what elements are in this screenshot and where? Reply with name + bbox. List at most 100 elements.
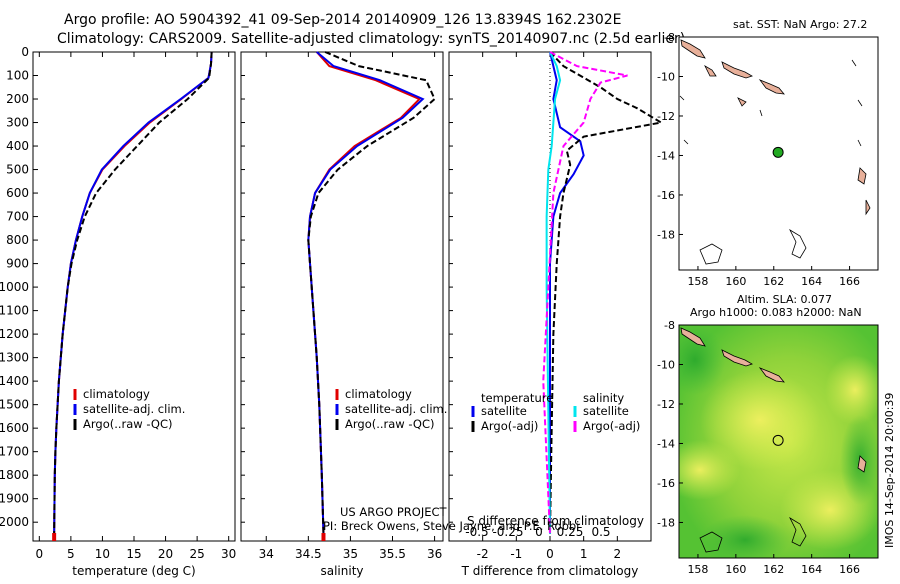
- map-x-tick-label: 162: [763, 275, 784, 288]
- x2-tick-label: -0.25: [492, 525, 523, 539]
- legend-label: Argo(-adj): [583, 419, 640, 433]
- x-tick-label-difference: 1: [580, 547, 588, 561]
- x-tick-label-temperature: 5: [67, 547, 75, 561]
- panel-difference: -2 -1 0 1 2-0.5 -0.25 0 0.25 0.5S difference fro…: [448, 51, 664, 578]
- legend-label: satellite: [481, 404, 527, 418]
- map-y-tick-label: -14: [657, 149, 675, 162]
- x-tick-label-difference: 2: [614, 547, 622, 561]
- y-tick-label: 0: [21, 45, 29, 59]
- y-tick-label: 1700: [0, 445, 29, 459]
- legend-label: Argo(..raw -QC): [83, 417, 173, 431]
- legend-label: satellite-adj. clim.: [345, 402, 447, 416]
- sst-map-title: sat. SST: NaN Argo: 27.2: [733, 18, 867, 31]
- legend-label: climatology: [345, 387, 412, 401]
- y-tick-label: 500: [6, 163, 29, 177]
- y-tick-label: 900: [6, 257, 29, 271]
- sla-map-contours: [699, 516, 807, 553]
- x-tick-label-difference: -2: [477, 547, 489, 561]
- y-tick-label: 300: [6, 116, 29, 130]
- map-y-tick-label: -18: [657, 228, 675, 241]
- series-line-difference-0: [549, 51, 585, 534]
- panel-salinity: 34 34.5 35 35.5 36 salinity climatologysatelli…: [240, 51, 447, 578]
- x-tick-label-salinity: 34.5: [295, 547, 322, 561]
- map-x-tick-label: 166: [839, 275, 860, 288]
- x-tick-label-temperature: 25: [189, 547, 204, 561]
- series-line-difference-2: [545, 51, 562, 534]
- y-tick-label: 800: [6, 233, 29, 247]
- x-tick-label-difference: 0: [546, 547, 554, 561]
- map-x-tick-label: 162: [763, 563, 784, 576]
- y-tick-label: 600: [6, 186, 29, 200]
- panel-frame-salinity: [240, 51, 444, 542]
- legend-label: satellite-adj. clim.: [83, 402, 185, 416]
- map-x-tick-label: 160: [725, 275, 746, 288]
- figure-title-line2: Climatology: CARS2009. Satellite-adjuste…: [57, 31, 685, 47]
- x-tick-label-temperature: 20: [158, 547, 173, 561]
- map-x-tick-label: 166: [839, 563, 860, 576]
- sla-map-title-1: Altim. SLA: 0.077: [737, 293, 832, 306]
- y-tick-label: 100: [6, 69, 29, 83]
- x-axis-top-label: S difference from climatology: [467, 514, 644, 528]
- x-tick-label-temperature: 30: [221, 547, 236, 561]
- x-axis-label-temperature: temperature (deg C): [72, 564, 195, 578]
- series-line-difference-1: [549, 51, 664, 534]
- x-tick-label-salinity: 35: [343, 547, 358, 561]
- map-x-tick-label: 164: [801, 563, 822, 576]
- legend-header-temperature: temperature: [481, 391, 553, 405]
- sla-map-field: [679, 325, 878, 558]
- x2-tick-label: 0: [535, 525, 543, 539]
- x-tick-label-salinity: 36: [427, 547, 442, 561]
- sla-map-frame: [678, 324, 879, 559]
- y-tick-label: 1400: [0, 374, 29, 388]
- map-y-tick-label: -16: [657, 477, 675, 490]
- argo-position-marker-sla: [772, 434, 784, 446]
- map-y-tick-label: -18: [657, 516, 675, 529]
- x-tick-label-salinity: 35.5: [379, 547, 406, 561]
- y-tick-label: 1100: [0, 304, 29, 318]
- x2-tick-label: 0.25: [557, 525, 584, 539]
- series-line-salinity-2: [307, 51, 436, 534]
- map-y-tick-label: -16: [657, 189, 675, 202]
- series-line-temperature-2: [53, 51, 213, 534]
- y-tick-label: 2000: [0, 515, 29, 529]
- x-axis-label-salinity: salinity: [320, 564, 363, 578]
- map-y-tick-label: -8: [664, 31, 675, 44]
- sla-map-title-2: Argo h1000: 0.083 h2000: NaN: [690, 306, 862, 319]
- sla-map: Altim. SLA: 0.077 Argo h1000: 0.083 h200…: [657, 293, 879, 576]
- sst-map-ticks: 158 160 162 164 166 -8 -10 -12 -14 -16 -18: [657, 31, 860, 288]
- figure-title-line1: Argo profile: AO 5904392_41 09-Sep-2014 …: [64, 12, 621, 28]
- x2-tick-label: 0.5: [591, 525, 610, 539]
- map-y-tick-label: -14: [657, 437, 675, 450]
- legend-label: Argo(..raw -QC): [345, 417, 435, 431]
- x-tick-label-temperature: 10: [95, 547, 110, 561]
- sla-map-islands: [680, 327, 867, 473]
- imos-timestamp: IMOS 14-Sep-2014 20:00:39: [883, 393, 896, 548]
- y-tick-label: 1300: [0, 351, 29, 365]
- map-y-tick-label: -8: [664, 319, 675, 332]
- map-y-tick-label: -10: [657, 70, 675, 83]
- y-tick-label: 1800: [0, 468, 29, 482]
- map-x-tick-label: 158: [687, 563, 708, 576]
- x-tick-label-salinity: 34: [259, 547, 274, 561]
- y-tick-label: 1000: [0, 280, 29, 294]
- y-tick-label: 1500: [0, 398, 29, 412]
- series-line-salinity-1: [307, 51, 425, 534]
- x-tick-label-difference: -1: [510, 547, 522, 561]
- sst-map-coastline: [679, 59, 863, 265]
- y-tick-label: 1200: [0, 327, 29, 341]
- legend-label: climatology: [83, 387, 150, 401]
- legend-header-salinity: salinity: [583, 391, 624, 405]
- series-line-difference-3: [542, 51, 628, 534]
- x-axis-label-difference: T difference from climatology: [461, 564, 639, 578]
- sst-map: sat. SST: NaN Argo: 27.2 158 160 162 164 166…: [657, 18, 879, 288]
- sst-map-islands: [680, 39, 871, 216]
- y-tick-label: 700: [6, 210, 29, 224]
- argo-position-marker: [772, 146, 784, 158]
- map-y-tick-label: -12: [657, 398, 675, 411]
- legend-label: satellite: [583, 404, 629, 418]
- y-tick-label: 1600: [0, 421, 29, 435]
- pi-label: PI: Breck Owens, Steve Jayne, and P.E. R…: [323, 519, 579, 533]
- map-x-tick-label: 158: [687, 275, 708, 288]
- map-y-tick-label: -10: [657, 358, 675, 371]
